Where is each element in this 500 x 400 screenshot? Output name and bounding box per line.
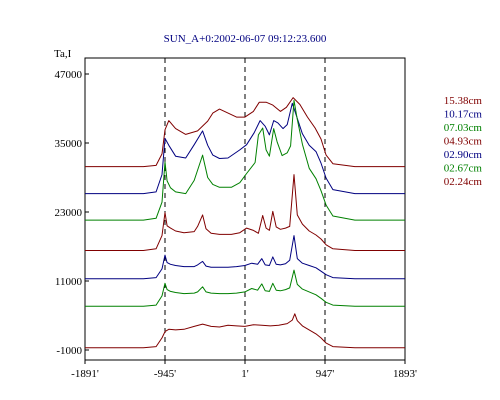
series-line-3 [85, 174, 405, 251]
series-line-4 [85, 235, 405, 280]
series-line-2 [85, 99, 405, 221]
y-tick-label-0: -1000 [56, 345, 82, 357]
x-tick-label-3: 947' [316, 368, 335, 380]
series-line-1 [85, 102, 405, 195]
x-tick-label-4: 1893' [393, 368, 417, 380]
x-axis-ticks: -1891' -945' 1' 947' 1893' [71, 360, 417, 380]
y-tick-label-3: 35000 [55, 138, 83, 150]
y-axis-ticks: -1000 11000 23000 35000 47000 [55, 69, 89, 357]
series-line-6 [85, 313, 405, 349]
legend-entry-3: 04.93cm [444, 136, 483, 148]
legend-entry-1: 10.17cm [444, 109, 483, 121]
y-tick-label-2: 23000 [55, 207, 83, 219]
chart-title: SUN_A+0:2002-06-07 09:12:23.600 [164, 33, 327, 45]
y-axis-label: Ta,I [54, 48, 72, 60]
series-line-0 [85, 97, 405, 168]
series-lines [85, 97, 405, 349]
legend-entry-2: 07.03cm [444, 122, 483, 134]
legend-entry-5: 02.67cm [444, 163, 483, 175]
legend-entry-0: 15.38cm [444, 95, 483, 107]
series-line-5 [85, 269, 405, 307]
x-tick-label-2: 1' [241, 368, 249, 380]
y-tick-label-1: 11000 [55, 276, 83, 288]
legend-entry-4: 02.90cm [444, 149, 483, 161]
x-tick-label-0: -1891' [71, 368, 99, 380]
y-tick-label-4: 47000 [55, 69, 83, 81]
reference-lines [164, 58, 326, 360]
legend-entry-6: 02.24cm [444, 176, 483, 188]
x-tick-label-1: -945' [154, 368, 176, 380]
